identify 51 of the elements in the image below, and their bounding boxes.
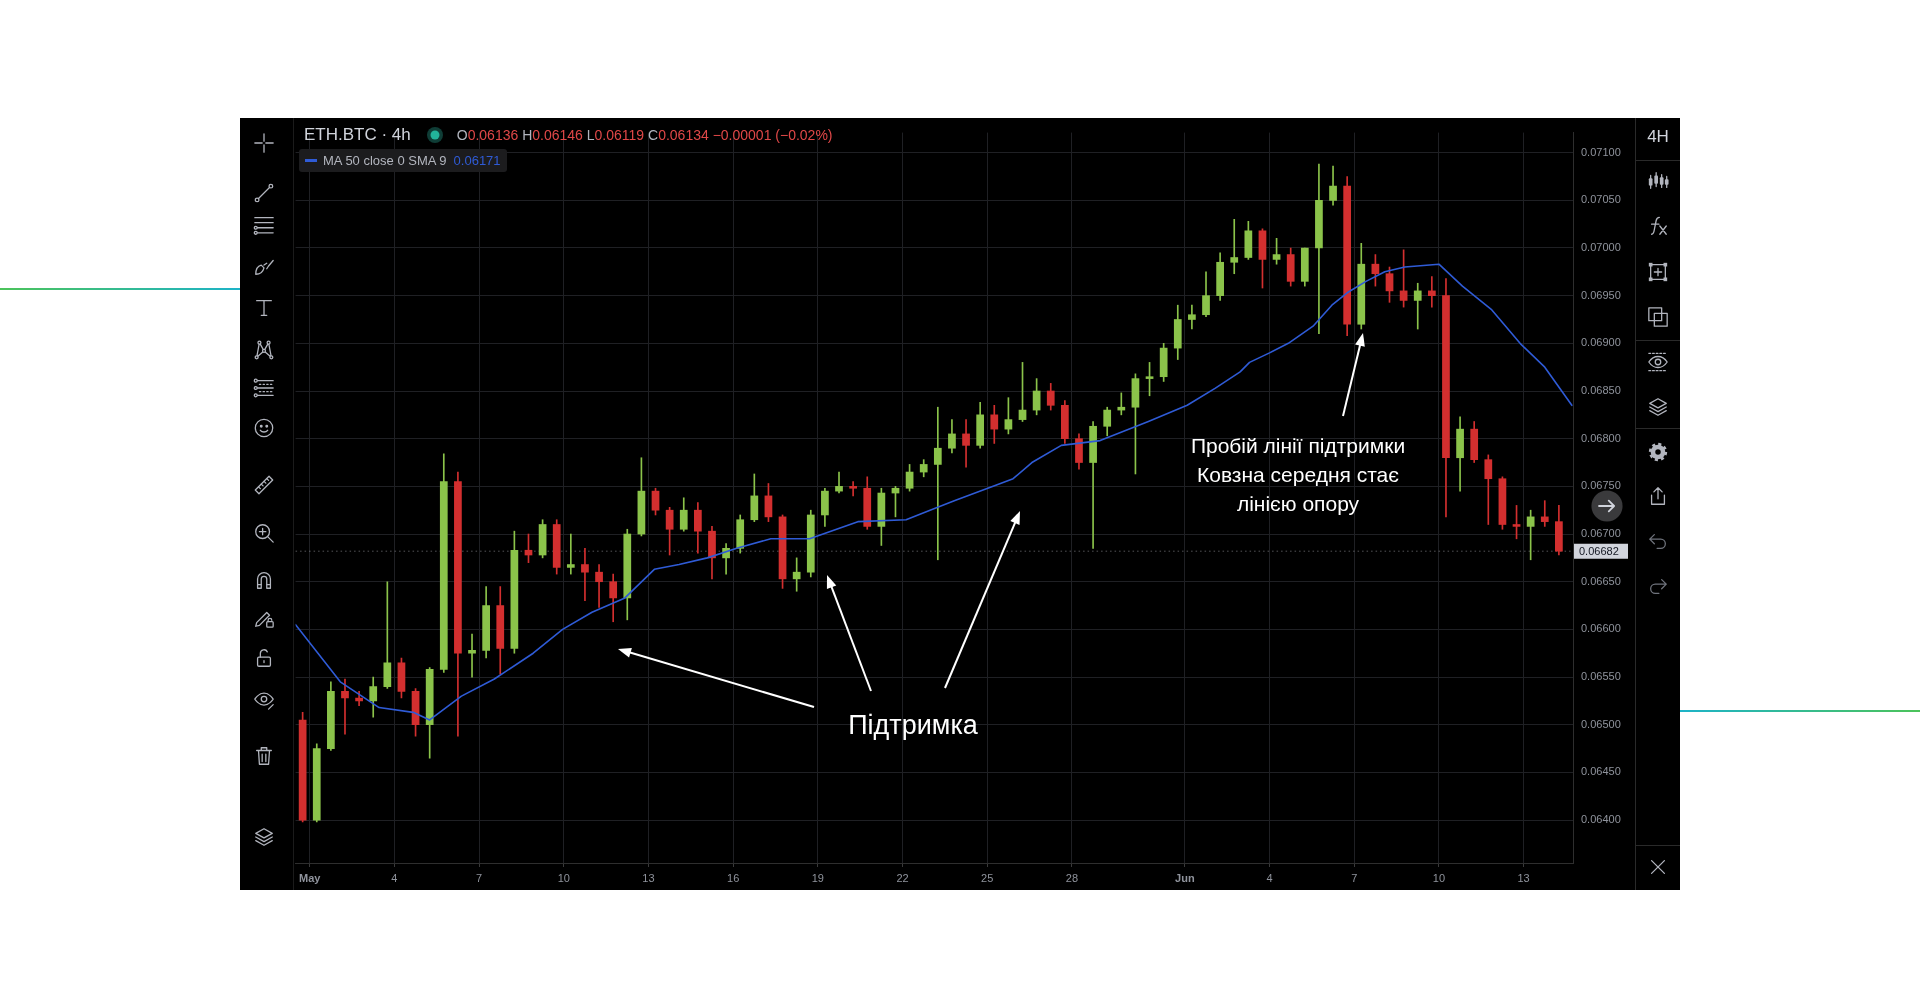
- x-tick-label: May: [299, 871, 322, 884]
- x-tick-label: Jun: [1175, 871, 1195, 884]
- candlestick: [1230, 219, 1239, 275]
- x-tick-label: 4: [391, 871, 398, 884]
- x-tick-label: 10: [557, 871, 570, 884]
- candlestick: [581, 548, 589, 602]
- x-tick-label: 28: [1065, 871, 1079, 884]
- candlestick: [595, 564, 603, 608]
- x-tick-label: 13: [1517, 871, 1530, 884]
- y-tick-label: 0.06650: [1581, 574, 1621, 587]
- legend-label: MA 50 close 0 SMA 9: [323, 153, 447, 168]
- annotation: Підтримка: [848, 710, 979, 741]
- y-tick-label: 0.07000: [1581, 241, 1621, 254]
- candlestick: [1427, 276, 1436, 308]
- y-tick-label: 0.06700: [1581, 527, 1621, 540]
- x-tick-label: 13: [642, 871, 655, 884]
- x-tick-label: 25: [981, 871, 994, 884]
- candlestick: [962, 419, 970, 468]
- x-tick-label: 7: [1351, 871, 1358, 884]
- x-tick-label: 10: [1432, 871, 1446, 884]
- y-tick-label: 0.07050: [1581, 193, 1621, 206]
- y-tick-label: 0.07100: [1581, 145, 1621, 158]
- y-tick-label: 0.06600: [1581, 622, 1621, 635]
- candlestick: [792, 557, 801, 592]
- candlestick: [933, 406, 942, 561]
- x-tick-label: 7: [476, 871, 483, 884]
- y-tick-label: 0.06400: [1581, 813, 1621, 826]
- y-tick-label: 0.06450: [1581, 765, 1621, 778]
- candlestick: [1413, 282, 1422, 330]
- candlestick: [341, 678, 349, 735]
- y-tick-label: 0.06500: [1581, 717, 1621, 730]
- x-tick-label: 22: [896, 871, 909, 884]
- annotation: 0.06171: [453, 153, 501, 168]
- text: 4H: [1646, 127, 1670, 147]
- candlestick: [849, 481, 857, 497]
- y-tick-label: 0.06900: [1581, 336, 1621, 349]
- candlestick: [468, 633, 476, 678]
- y-tick-label: 0.06800: [1581, 431, 1621, 444]
- candlestick: [1540, 500, 1549, 527]
- y-tick-label: 0.06550: [1581, 670, 1621, 683]
- x-tick-label: 4: [1266, 871, 1273, 884]
- y-tick-label: 0.06950: [1581, 288, 1621, 301]
- x-tick-label: 19: [811, 871, 824, 884]
- y-tick-label: 0.06750: [1581, 479, 1621, 492]
- annotation: Пробій лінії підтримки Ковзна середня стає лінією опору: [1190, 433, 1406, 515]
- candlestick: [566, 533, 575, 575]
- chart-subtitle: O0.06136 H0.06146 L0.06119 C0.06134 −0.00001 (−0.02%): [456, 127, 833, 143]
- chart-title: ETH.BTC · 4h: [304, 125, 411, 145]
- x-tick-label: 16: [727, 871, 740, 884]
- ref-line-label: 0.06682: [1579, 544, 1619, 557]
- y-tick-label: 0.06850: [1581, 384, 1621, 397]
